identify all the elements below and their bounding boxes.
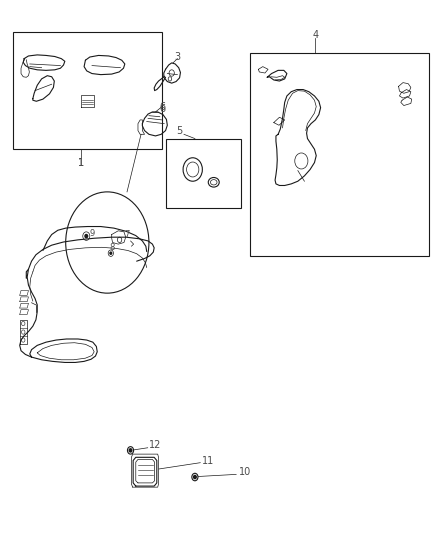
Text: 11: 11 — [202, 456, 214, 466]
Text: 7: 7 — [124, 230, 130, 239]
Bar — [166, 139, 241, 208]
Circle shape — [110, 252, 112, 254]
Circle shape — [194, 475, 196, 479]
Text: 9: 9 — [89, 229, 95, 238]
Text: 6: 6 — [159, 102, 165, 111]
Circle shape — [129, 449, 132, 452]
Text: 3: 3 — [174, 52, 180, 62]
Text: 1: 1 — [78, 158, 84, 167]
Text: 12: 12 — [149, 440, 162, 450]
Text: 8: 8 — [109, 244, 114, 252]
Text: 1: 1 — [78, 158, 84, 167]
Text: 6: 6 — [159, 104, 165, 114]
Circle shape — [85, 235, 88, 238]
Circle shape — [66, 192, 149, 293]
Text: 4: 4 — [312, 30, 318, 39]
Text: 10: 10 — [239, 467, 251, 477]
Text: 5: 5 — [177, 126, 183, 135]
Bar — [250, 53, 429, 256]
Bar — [13, 32, 162, 149]
